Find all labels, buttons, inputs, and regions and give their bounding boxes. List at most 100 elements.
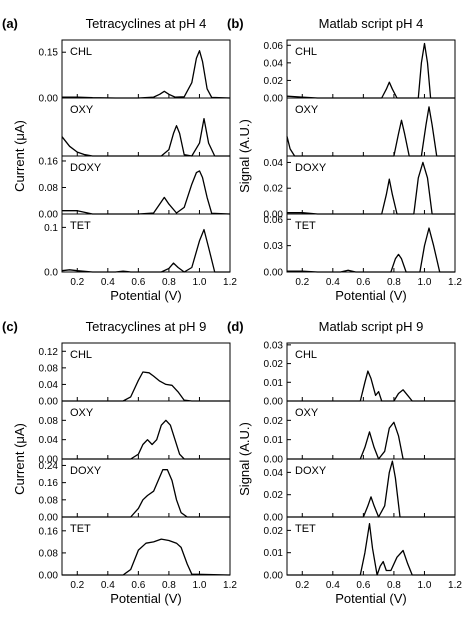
series-line-3-2 [287,460,455,518]
series-label-0-3: TET [70,220,91,232]
y-tick-label-1-0-0: 0.06 [264,41,284,52]
x-tick-label-0-4: 1.0 [193,277,207,288]
x-axis-title-3: Potential (V) [335,591,407,606]
y-tick-label-1-2-1: 0.02 [264,184,284,195]
panel-title-1: Matlab script pH 4 [319,16,424,31]
y-tick-label-2-3-2: 0.00 [39,571,59,582]
y-tick-label-1-3-0: 0.06 [264,215,284,226]
series-label-0-0: CHL [70,46,92,58]
x-tick-label-1-1: 0.4 [326,277,340,288]
series-label-3-2: DOXY [295,465,327,477]
series-line-2-0 [62,371,230,402]
series-line-0-2 [62,170,231,215]
panel-letter-2: (c) [2,319,18,334]
series-line-3-0 [287,370,455,402]
x-tick-label-0-1: 0.4 [101,277,115,288]
series-label-2-2: DOXY [70,465,102,477]
panel-letter-1: (b) [227,16,244,31]
y-tick-label-3-1-0: 0.02 [264,416,284,427]
series-label-3-3: TET [295,523,316,535]
series-line-0-1 [61,117,230,157]
y-tick-label-1-2-0: 0.04 [264,158,284,169]
y-tick-label-0-2-1: 0.08 [39,183,59,194]
y-tick-label-1-2-2: 0.00 [264,210,284,221]
panel-letter-0: (a) [2,16,18,31]
x-tick-label-1-3: 0.8 [387,277,401,288]
y-tick-label-2-1-2: 0.00 [39,455,59,466]
y-tick-label-0-2-2: 0.00 [39,210,59,221]
y-tick-label-3-2-1: 0.02 [264,490,284,501]
x-tick-label-1-4: 1.0 [418,277,432,288]
y-tick-label-2-3-0: 0.16 [39,526,59,537]
y-tick-label-1-0-1: 0.04 [264,58,284,69]
series-label-0-2: DOXY [70,162,102,174]
series-label-0-1: OXY [70,104,94,116]
x-tick-label-2-1: 0.4 [101,580,115,591]
series-label-2-1: OXY [70,407,94,419]
x-axis-title-0: Potential (V) [110,288,182,303]
series-label-1-0: CHL [295,46,317,58]
y-tick-label-3-1-2: 0.00 [264,455,284,466]
series-label-3-0: CHL [295,349,317,361]
y-tick-label-3-3-0: 0.02 [264,526,284,537]
series-label-2-0: CHL [70,349,92,361]
x-tick-label-2-2: 0.6 [131,580,145,591]
y-tick-label-2-0-1: 0.08 [39,363,59,374]
x-tick-label-0-0: 0.2 [70,277,84,288]
y-axis-title-2: Current (μA) [12,423,27,495]
x-tick-label-2-3: 0.8 [162,580,176,591]
x-tick-label-2-4: 1.0 [193,580,207,591]
series-label-2-3: TET [70,523,91,535]
x-axis-title-2: Potential (V) [110,591,182,606]
x-tick-label-3-5: 1.2 [448,580,462,591]
subplot-frame-2-3 [61,516,231,576]
y-tick-label-0-3-0: 0.1 [44,223,58,234]
x-tick-label-2-5: 1.2 [223,580,237,591]
panel-title-0: Tetracyclines at pH 4 [86,16,207,31]
series-line-3-1 [287,421,455,460]
x-tick-label-1-0: 0.2 [295,277,309,288]
series-line-2-3 [62,538,231,576]
y-tick-label-2-0-2: 0.04 [39,380,59,391]
y-tick-label-1-0-2: 0.02 [264,76,284,87]
y-tick-label-2-0-3: 0.00 [39,397,59,408]
panel-letter-3: (d) [227,319,244,334]
series-line-2-2 [62,469,230,518]
series-line-3-3 [287,523,455,576]
x-tick-label-0-2: 0.6 [131,277,145,288]
x-tick-label-3-2: 0.6 [356,580,370,591]
x-tick-label-2-0: 0.2 [70,580,84,591]
y-tick-label-3-0-0: 0.03 [264,340,284,351]
y-tick-label-2-2-0: 0.24 [39,461,59,472]
y-axis-title-1: Signal (A.U.) [237,119,252,193]
y-tick-label-0-0-0: 0.15 [39,48,59,59]
x-tick-label-3-4: 1.0 [418,580,432,591]
y-tick-label-3-2-2: 0.00 [264,513,284,524]
panel-title-3: Matlab script pH 9 [319,319,424,334]
y-tick-label-1-0-3: 0.00 [264,94,284,105]
subplot-frame-3-3 [286,516,456,576]
series-label-1-3: TET [295,220,316,232]
y-tick-label-0-0-1: 0.00 [39,94,59,105]
y-tick-label-2-1-0: 0.08 [39,416,59,427]
x-tick-label-1-2: 0.6 [356,277,370,288]
series-label-1-1: OXY [295,104,319,116]
y-tick-label-1-3-1: 0.03 [264,241,284,252]
x-tick-label-1-5: 1.2 [448,277,462,288]
series-label-1-2: DOXY [295,162,327,174]
y-tick-label-2-0-0: 0.12 [39,347,59,358]
y-tick-label-2-2-1: 0.16 [39,478,59,489]
y-tick-label-0-2-0: 0.16 [39,156,59,167]
y-tick-label-3-3-1: 0.01 [264,548,284,559]
y-tick-label-3-0-1: 0.02 [264,359,284,370]
y-tick-label-2-2-3: 0.00 [39,513,59,524]
y-tick-label-2-2-2: 0.08 [39,495,59,506]
x-tick-label-3-3: 0.8 [387,580,401,591]
y-tick-label-2-3-1: 0.08 [39,548,59,559]
series-label-3-1: OXY [295,407,319,419]
y-tick-label-3-1-1: 0.01 [264,435,284,446]
x-tick-label-0-3: 0.8 [162,277,176,288]
y-tick-label-3-0-3: 0.00 [264,397,284,408]
series-line-2-1 [62,419,230,460]
